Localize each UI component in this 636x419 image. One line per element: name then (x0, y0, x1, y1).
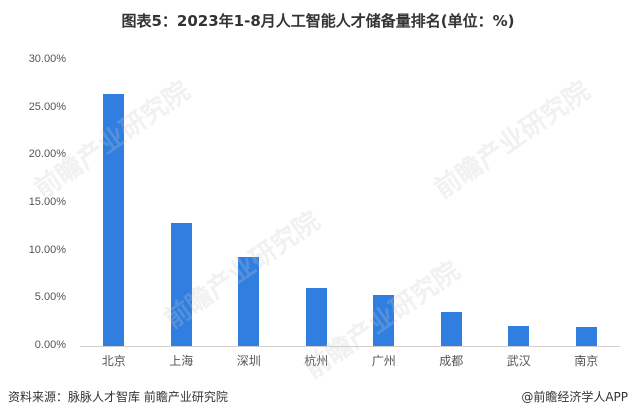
credit-note: @前瞻经济学人APP (521, 390, 628, 404)
y-tick-label: 15.00% (28, 196, 66, 208)
x-tick-label: 北京 (101, 354, 126, 368)
y-tick-label: 30.00% (28, 53, 66, 65)
y-tick-label: 0.00% (34, 339, 66, 351)
x-tick-label: 武汉 (506, 354, 531, 368)
source-note: 资料来源：脉脉人才智库 前瞻产业研究院 (8, 390, 228, 404)
chart-title: 图表5：2023年1-8月人工智能人才储备量排名(单位：%) (121, 12, 515, 30)
bar (305, 287, 327, 346)
x-tick-label: 杭州 (304, 354, 329, 368)
x-tick-label: 深圳 (236, 354, 261, 368)
x-axis-line (80, 346, 620, 347)
bar (508, 325, 530, 346)
bar (575, 326, 597, 346)
x-tick-label: 上海 (169, 354, 194, 368)
bar (238, 257, 260, 346)
bar (103, 94, 125, 346)
x-tick-label: 广州 (371, 354, 396, 368)
bar (373, 294, 395, 346)
y-tick-label: 10.00% (28, 243, 66, 256)
bar (440, 311, 462, 346)
watermark: 前瞻产业研究院 (429, 76, 596, 206)
y-tick-label: 25.00% (28, 100, 66, 113)
y-tick-label: 5.00% (34, 291, 66, 304)
x-tick-label: 南京 (574, 354, 599, 368)
bar (170, 223, 192, 346)
x-tick-label: 成都 (439, 354, 464, 368)
y-tick-label: 20.00% (28, 148, 66, 161)
